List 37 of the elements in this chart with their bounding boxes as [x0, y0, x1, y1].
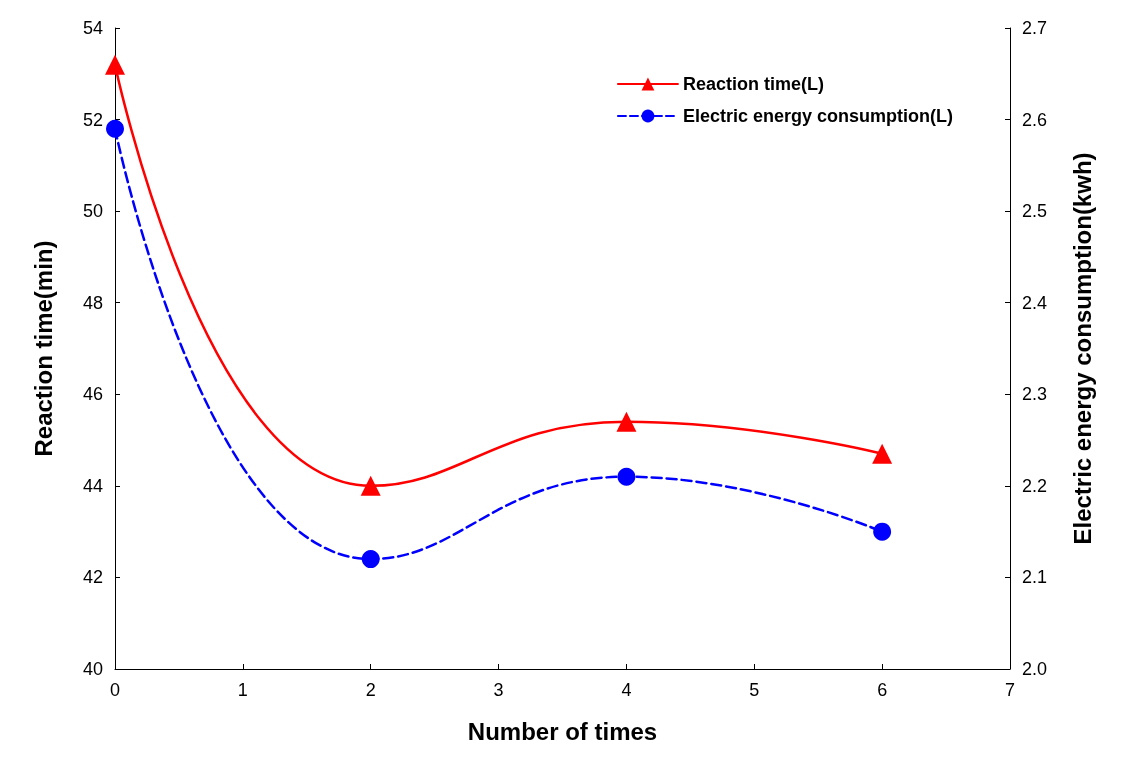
point: [873, 522, 892, 541]
y2-tick-label: 2.0: [1022, 659, 1048, 679]
x-tick-label: 3: [493, 680, 504, 700]
y-tick-label: 50: [82, 201, 103, 222]
y-axis-title: Reaction time(min): [29, 240, 57, 457]
point: [360, 475, 381, 496]
y-tick-label: 46: [82, 384, 103, 405]
x-tick-label: 5: [749, 680, 760, 700]
legend-label: Reaction time(L): [682, 74, 824, 94]
point: [105, 54, 125, 75]
y2-tick-label: 2.1: [1022, 567, 1048, 588]
y-tick-label: 40: [82, 659, 103, 679]
x-tick-label: 2: [365, 680, 376, 700]
y-tick-label: 52: [82, 109, 103, 130]
y2-tick-label: 2.7: [1022, 18, 1048, 38]
point: [872, 443, 893, 464]
point: [361, 550, 380, 569]
y2-tick-label: 2.5: [1022, 201, 1048, 222]
x-tick-label: 0: [109, 680, 121, 700]
x-axis-title: Number of times: [467, 717, 658, 745]
x-tick-label: 4: [621, 680, 632, 700]
legend-label: Electric energy consumption(L): [682, 106, 954, 126]
y2-tick-label: 2.6: [1022, 109, 1048, 130]
y-tick-label: 42: [82, 567, 103, 588]
x-tick-label: 1: [237, 680, 248, 700]
y2-tick-label: 2.3: [1022, 384, 1048, 405]
point: [106, 119, 124, 138]
y-tick-label: 54: [82, 18, 103, 38]
y2-axis-title: Electric energy consumption(kwh): [1068, 152, 1096, 545]
y-tick-label: 44: [82, 475, 103, 496]
y-tick-label: 48: [82, 292, 103, 313]
x-tick-label: 6: [877, 680, 888, 700]
point: [616, 411, 637, 432]
point: [617, 467, 636, 486]
x-tick-label: 7: [1004, 680, 1016, 700]
y2-tick-label: 2.4: [1022, 292, 1048, 313]
y2-tick-label: 2.2: [1022, 475, 1048, 496]
